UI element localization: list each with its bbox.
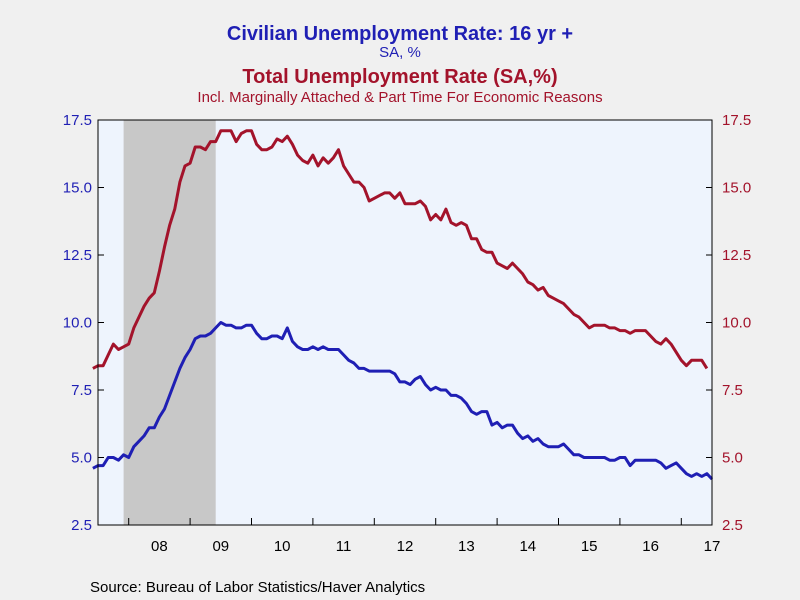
series-layer [92,129,714,481]
series-line-1 [92,321,714,481]
x-tick-label: 14 [519,538,536,555]
right-tick-label: 7.5 [722,382,743,399]
chart-title-2: Total Unemployment Rate (SA,%) [242,66,557,88]
x-axis: 08 09 10 11 12 13 14 15 16 17 [128,518,721,555]
x-tick-label: 10 [274,538,291,555]
chart-title: Civilian Unemployment Rate: 16 yr + [227,23,573,45]
x-tick-label: 08 [151,538,168,555]
source-note: Source: Bureau of Labor Statistics/Haver… [90,579,425,596]
left-tick-label: 17.5 [63,112,92,129]
left-tick-label: 15.0 [63,180,92,197]
series-line-2 [92,129,709,370]
left-tick-label: 5.0 [71,450,92,467]
x-tick-label: 11 [336,538,352,555]
left-tick-label: 10.0 [63,315,92,332]
left-tick-label: 7.5 [71,382,92,399]
x-tick-label: 12 [397,538,414,555]
x-tick-label: 09 [212,538,229,555]
recession-shading [123,120,216,525]
right-tick-label: 15.0 [722,180,751,197]
chart-subtitle-2: Incl. Marginally Attached & Part Time Fo… [197,89,602,106]
right-tick-label: 12.5 [722,247,751,264]
left-tick-label: 2.5 [71,517,92,534]
x-tick-label: 13 [458,538,475,555]
plot-area [92,119,714,526]
right-axis: 2.5 5.0 7.5 10.0 12.5 15.0 17.5 [706,112,751,534]
right-tick-label: 2.5 [722,517,743,534]
left-axis: 2.5 5.0 7.5 10.0 12.5 15.0 17.5 [63,112,104,534]
right-tick-label: 10.0 [722,315,751,332]
chart-subtitle: SA, % [379,44,421,61]
left-tick-label: 12.5 [63,247,92,264]
x-tick-label: 15 [581,538,598,555]
right-tick-label: 5.0 [722,450,743,467]
x-tick-label: 16 [642,538,659,555]
right-tick-label: 17.5 [722,112,751,129]
x-tick-label: 17 [704,538,721,555]
